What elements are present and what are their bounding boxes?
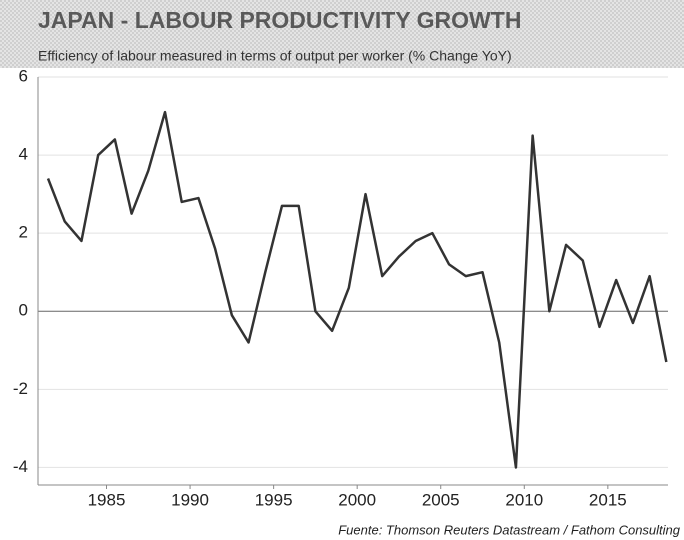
y-tick-label: 2 <box>19 223 28 242</box>
x-tick-label: 2010 <box>505 490 543 509</box>
x-tick-label: 2015 <box>589 490 627 509</box>
x-tick-label: 1985 <box>88 490 126 509</box>
x-tick-label: 2005 <box>422 490 460 509</box>
y-tick-label: -2 <box>13 379 28 398</box>
y-tick-label: 4 <box>19 145 28 164</box>
data-line <box>46 110 668 469</box>
x-tick-label: 2000 <box>338 490 376 509</box>
header-band <box>0 0 684 68</box>
chart-subtitle: Efficiency of labour measured in terms o… <box>38 48 512 64</box>
x-tick-label: 1995 <box>255 490 293 509</box>
y-tick-label: -4 <box>13 457 28 476</box>
y-tick-label: 6 <box>19 66 28 85</box>
source-note: Fuente: Thomson Reuters Datastream / Fat… <box>338 522 681 537</box>
x-tick-label: 1990 <box>171 490 209 509</box>
y-tick-label: 0 <box>19 301 28 320</box>
chart-title: JAPAN - LABOUR PRODUCTIVITY GROWTH <box>38 7 521 33</box>
